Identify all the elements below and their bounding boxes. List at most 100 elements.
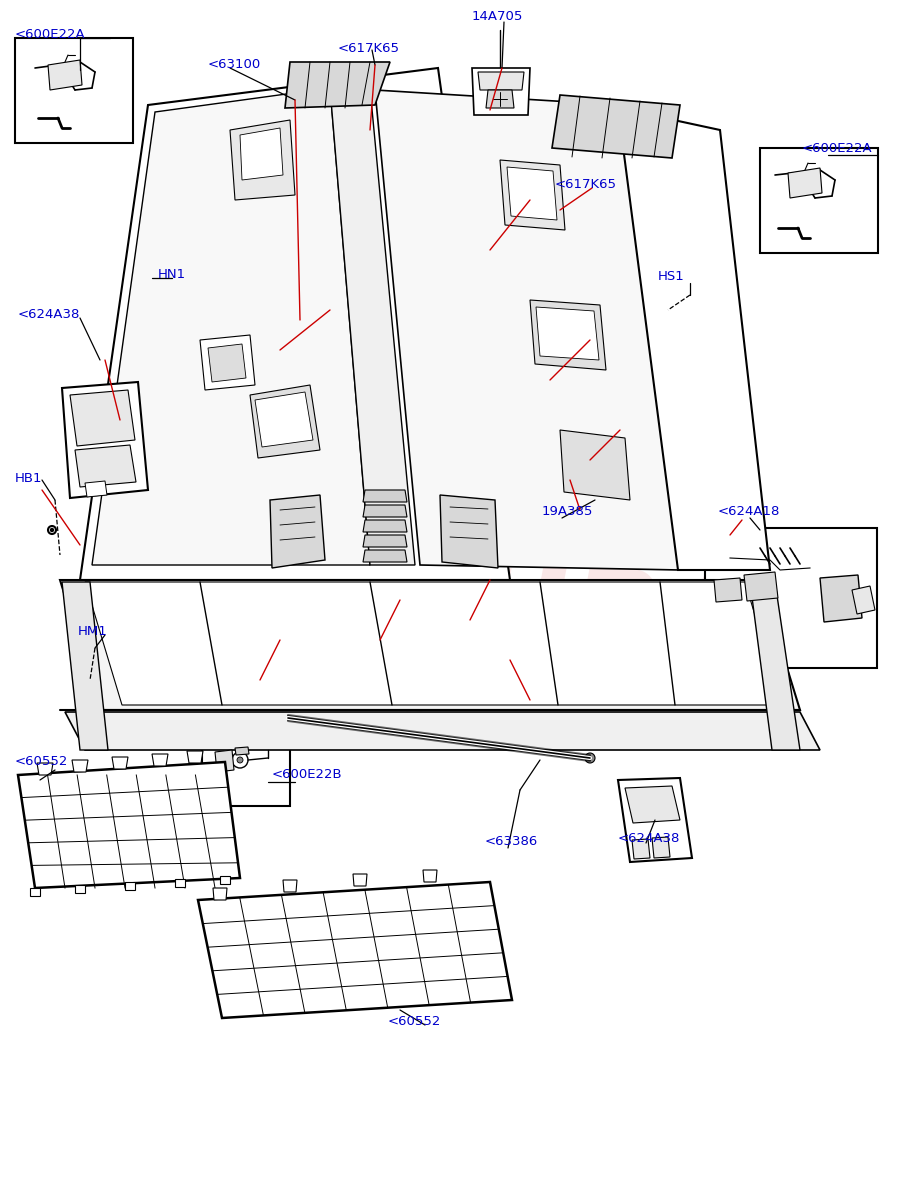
Circle shape — [219, 277, 223, 282]
Polygon shape — [330, 88, 415, 565]
Circle shape — [280, 361, 286, 366]
Bar — [15, 38, 133, 143]
Circle shape — [84, 654, 92, 662]
Polygon shape — [744, 572, 778, 601]
Circle shape — [716, 554, 724, 562]
Polygon shape — [213, 888, 227, 900]
Circle shape — [254, 390, 259, 395]
Polygon shape — [363, 505, 407, 517]
Circle shape — [260, 474, 266, 479]
Polygon shape — [478, 72, 524, 90]
Text: <617K65: <617K65 — [338, 42, 400, 55]
Polygon shape — [125, 882, 135, 890]
Polygon shape — [618, 108, 770, 570]
Circle shape — [232, 474, 238, 479]
Polygon shape — [200, 335, 255, 390]
Circle shape — [505, 396, 511, 401]
Circle shape — [447, 364, 451, 368]
Polygon shape — [18, 762, 240, 888]
Circle shape — [536, 427, 542, 432]
Polygon shape — [48, 60, 82, 90]
Circle shape — [275, 277, 279, 282]
Circle shape — [499, 331, 505, 336]
Polygon shape — [500, 160, 565, 230]
Text: <624A18: <624A18 — [718, 505, 780, 518]
Polygon shape — [62, 382, 148, 498]
Circle shape — [165, 306, 169, 311]
Polygon shape — [750, 582, 800, 750]
Text: <617K65: <617K65 — [555, 178, 617, 191]
Circle shape — [247, 277, 251, 282]
Polygon shape — [240, 128, 283, 180]
Text: <624A38: <624A38 — [618, 832, 680, 845]
Circle shape — [195, 334, 199, 338]
Circle shape — [237, 757, 243, 763]
Circle shape — [835, 593, 845, 602]
Circle shape — [494, 268, 498, 272]
Polygon shape — [72, 760, 88, 772]
Text: <624A38: <624A38 — [18, 308, 80, 320]
Text: HB1: HB1 — [15, 472, 42, 485]
Text: 14A705: 14A705 — [472, 10, 523, 23]
Polygon shape — [363, 520, 407, 532]
Bar — [760, 148, 878, 253]
Text: <600E22B: <600E22B — [272, 768, 342, 781]
Circle shape — [471, 331, 477, 336]
Text: <600E22A: <600E22A — [802, 142, 873, 155]
Circle shape — [466, 268, 470, 272]
Polygon shape — [788, 168, 822, 198]
Circle shape — [205, 474, 210, 479]
Circle shape — [450, 396, 454, 401]
Circle shape — [503, 364, 507, 368]
Circle shape — [522, 268, 526, 272]
Polygon shape — [30, 888, 40, 896]
Circle shape — [86, 656, 89, 660]
Text: SCUJURA: SCUJURA — [139, 564, 762, 684]
Text: <63100: <63100 — [208, 58, 261, 71]
Polygon shape — [375, 90, 680, 570]
Polygon shape — [486, 90, 514, 108]
Text: HS1: HS1 — [658, 270, 685, 283]
Circle shape — [287, 445, 292, 450]
Polygon shape — [70, 390, 135, 446]
Polygon shape — [618, 778, 692, 862]
Circle shape — [114, 401, 122, 409]
Circle shape — [663, 318, 667, 322]
Circle shape — [226, 390, 232, 395]
Circle shape — [585, 754, 595, 763]
Circle shape — [452, 427, 458, 432]
Circle shape — [144, 274, 152, 282]
Polygon shape — [283, 880, 297, 892]
Circle shape — [201, 418, 205, 422]
Circle shape — [478, 396, 483, 401]
Polygon shape — [75, 886, 85, 893]
Polygon shape — [472, 68, 530, 115]
Polygon shape — [363, 550, 407, 562]
Circle shape — [231, 445, 235, 450]
Circle shape — [121, 468, 129, 476]
Circle shape — [283, 390, 287, 395]
Circle shape — [147, 276, 150, 280]
Polygon shape — [440, 494, 498, 568]
Polygon shape — [353, 874, 367, 886]
Circle shape — [443, 331, 449, 336]
Circle shape — [661, 316, 669, 324]
Polygon shape — [423, 870, 437, 882]
Circle shape — [469, 300, 474, 305]
Bar — [705, 528, 877, 668]
Circle shape — [257, 418, 261, 422]
Text: HM1: HM1 — [78, 625, 108, 638]
Circle shape — [658, 794, 666, 802]
Text: <60552: <60552 — [15, 755, 68, 768]
Circle shape — [232, 752, 248, 768]
Polygon shape — [85, 582, 782, 704]
Circle shape — [196, 361, 202, 366]
Circle shape — [229, 418, 233, 422]
Text: <60552: <60552 — [388, 1015, 441, 1028]
Circle shape — [168, 361, 174, 366]
Circle shape — [496, 300, 502, 305]
Polygon shape — [175, 878, 185, 887]
Circle shape — [278, 334, 284, 338]
Bar — [202, 738, 290, 806]
Circle shape — [223, 334, 227, 338]
